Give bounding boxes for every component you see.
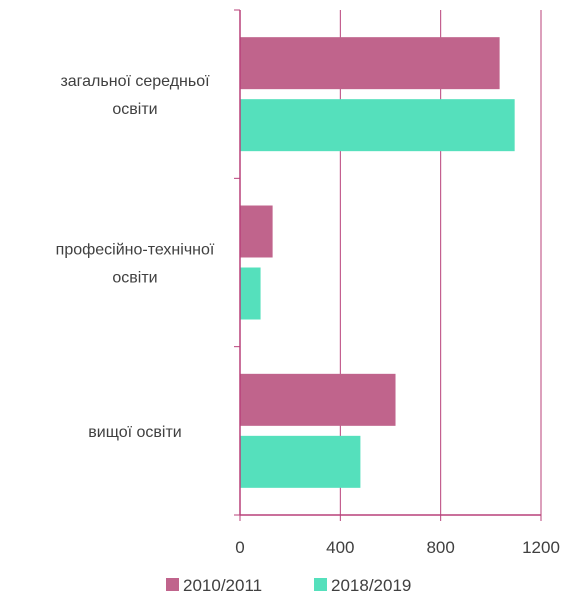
bar-series-0-category-2 xyxy=(240,373,396,426)
category-label: загальної середньої xyxy=(60,73,210,90)
bar-series-0-category-1 xyxy=(240,205,273,258)
category-label: вищої освіти xyxy=(88,424,181,441)
category-label: освіти xyxy=(112,270,157,287)
category-label: освіти xyxy=(112,101,157,118)
bar-series-1-category-1 xyxy=(240,267,261,320)
legend-swatch-0 xyxy=(166,578,179,591)
labels-layer: 0 400 800 1200 загальної середньої освіти проф… xyxy=(56,73,560,557)
bar-series-0-category-0 xyxy=(240,37,500,90)
x-tick-label: 800 xyxy=(426,538,454,557)
legend: 2010/2011 2018/2019 xyxy=(166,576,411,595)
legend-swatch-1 xyxy=(314,578,327,591)
x-tick-label: 0 xyxy=(235,538,244,557)
axis-layer xyxy=(234,9,542,521)
legend-label-0: 2010/2011 xyxy=(183,576,262,595)
category-label: професійно-технічної xyxy=(56,242,215,259)
bar-series-1-category-0 xyxy=(240,99,515,152)
legend-label-1: 2018/2019 xyxy=(331,576,411,595)
x-tick-label: 1200 xyxy=(522,538,560,557)
bars-layer xyxy=(240,37,515,488)
bar-series-1-category-2 xyxy=(240,435,361,488)
x-tick-label: 400 xyxy=(326,538,354,557)
grid-layer xyxy=(339,10,542,515)
